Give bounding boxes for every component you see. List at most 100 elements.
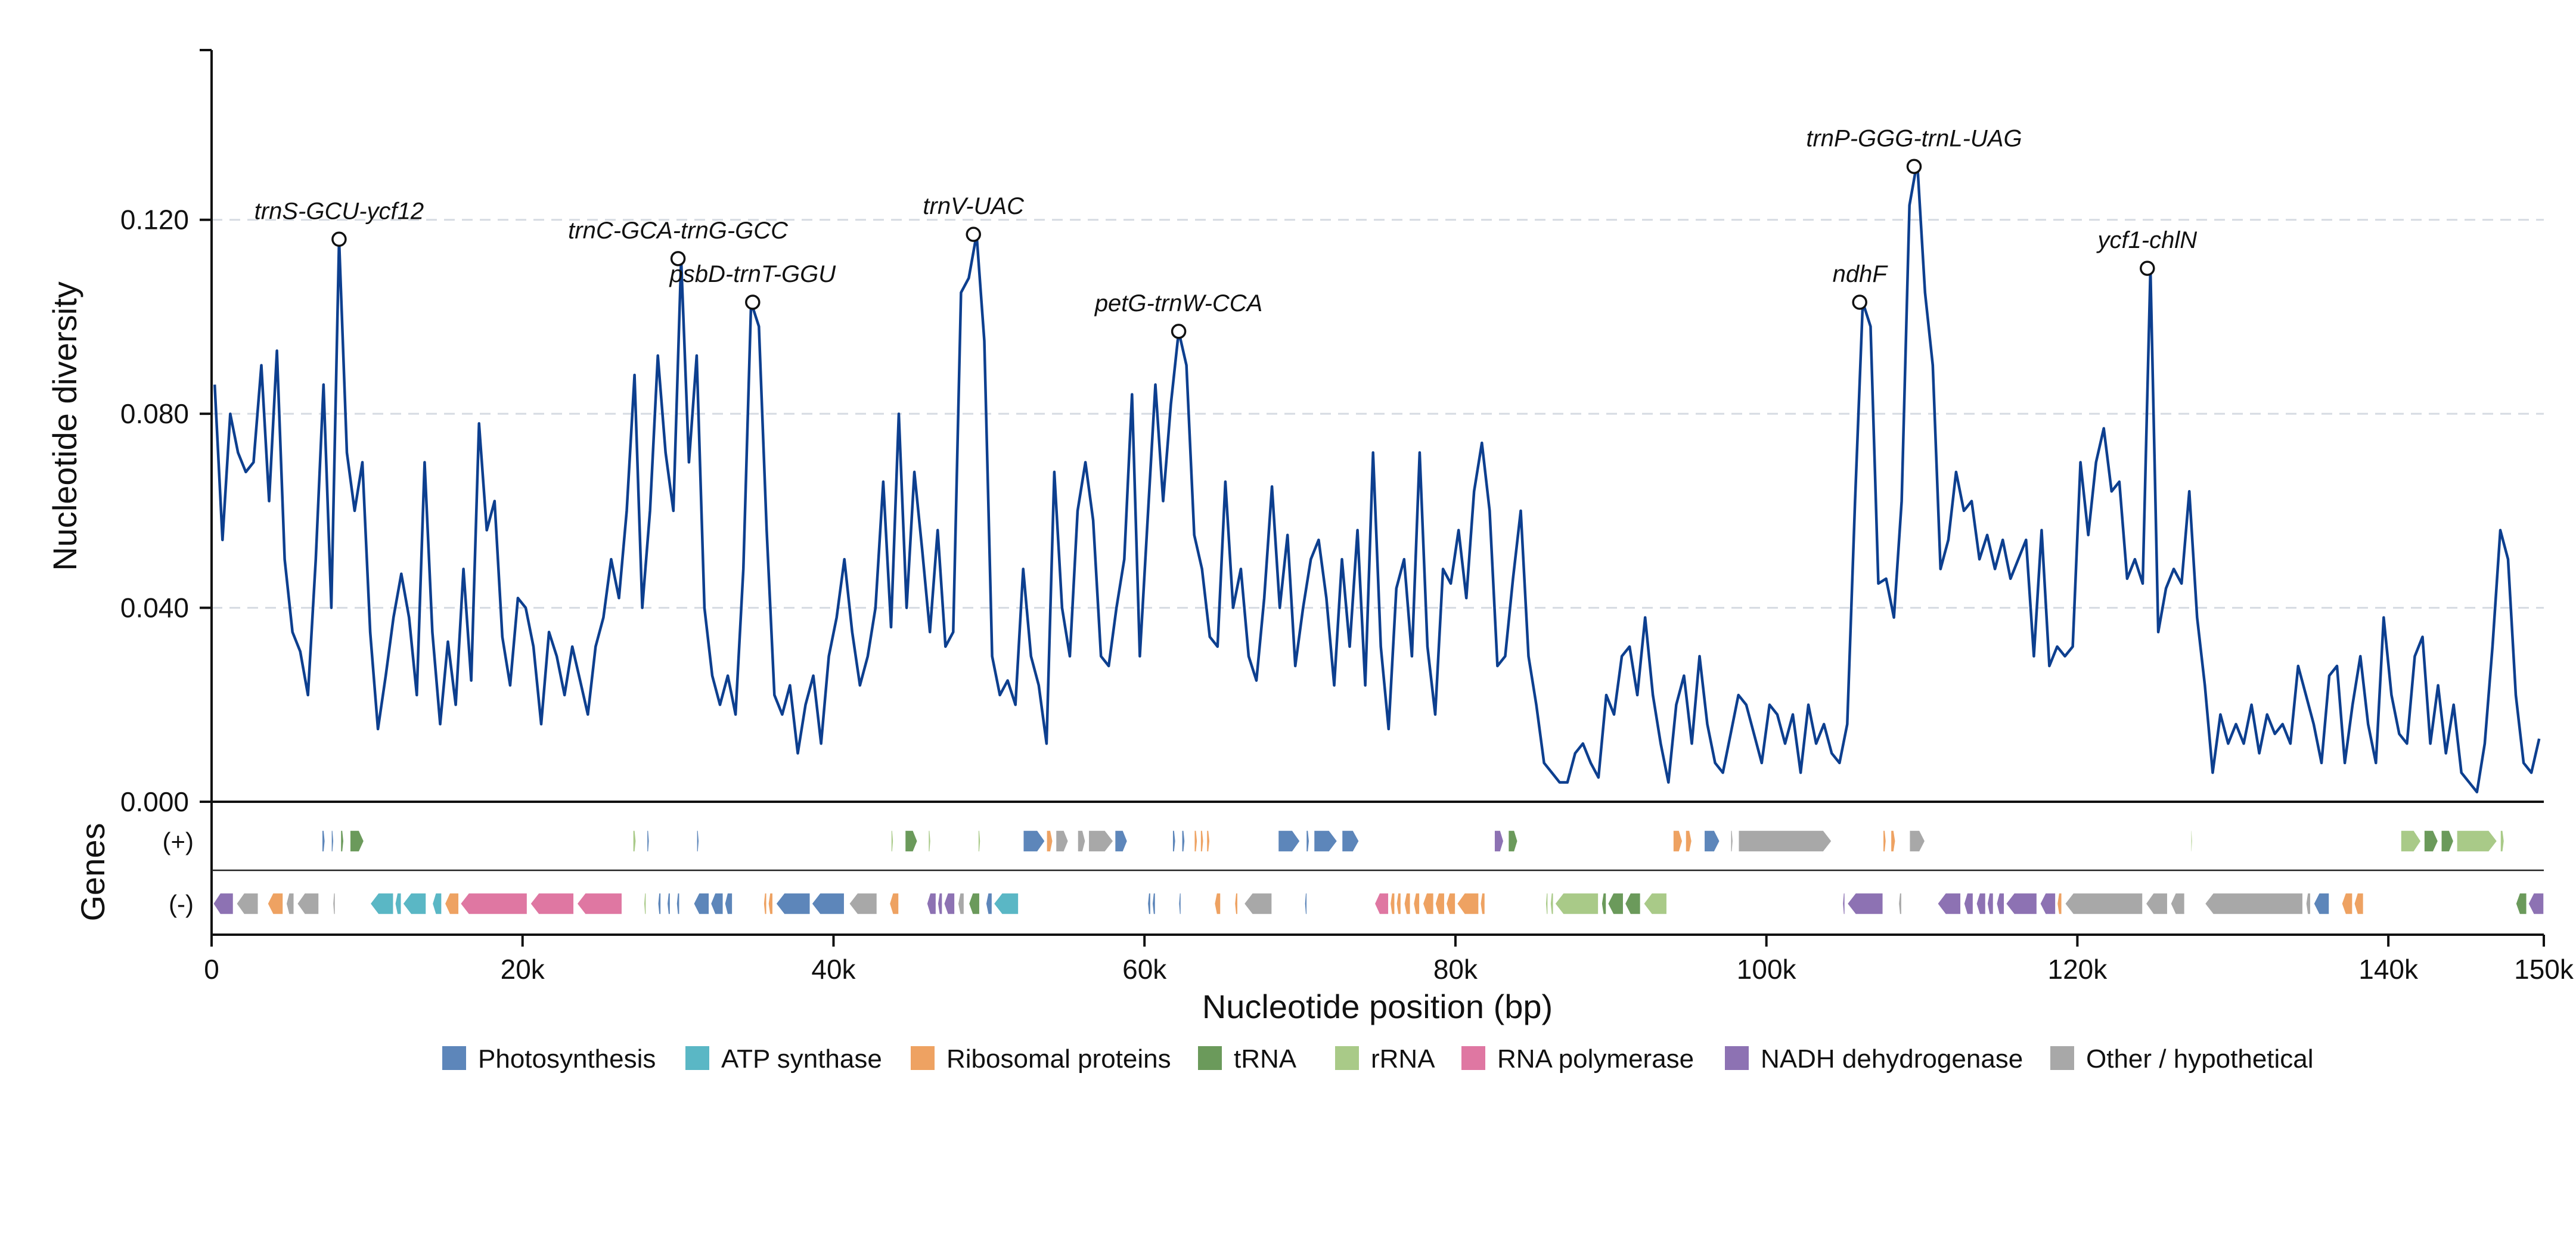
legend-swatch xyxy=(911,1046,935,1070)
gene-block xyxy=(2005,892,2038,915)
gene-block xyxy=(1277,830,1301,852)
gene-block xyxy=(1200,830,1205,852)
gene-block xyxy=(811,892,845,915)
gene-block xyxy=(1022,830,1046,852)
y-axis-title: Nucleotide diversity xyxy=(46,281,83,571)
gene-block xyxy=(1396,892,1402,915)
gene-block xyxy=(1077,830,1086,852)
x-tick-label: 40k xyxy=(811,954,856,985)
legend-label: tRNA xyxy=(1234,1044,1297,1074)
gene-block xyxy=(710,892,724,915)
gene-block xyxy=(321,830,326,852)
gene-block xyxy=(1494,830,1504,852)
y-tick-label: 0.000 xyxy=(120,786,189,817)
gene-block xyxy=(1445,892,1456,915)
gene-block xyxy=(848,892,878,915)
gene-block xyxy=(1114,830,1128,852)
gene-block xyxy=(1456,892,1479,915)
gene-block xyxy=(460,892,528,915)
gene-block xyxy=(1055,830,1069,852)
gene-block xyxy=(1046,830,1054,852)
gene-block xyxy=(1624,892,1641,915)
gene-block xyxy=(943,892,955,915)
gene-block xyxy=(1479,892,1486,915)
genes-track-title: Genes xyxy=(74,823,111,922)
gene-block xyxy=(1882,830,1887,852)
gene-block xyxy=(775,892,811,915)
gene-block xyxy=(1305,830,1310,852)
gene-block xyxy=(957,892,965,915)
gene-block xyxy=(576,892,623,915)
gene-block xyxy=(2305,892,2311,915)
gene-block xyxy=(2039,892,2056,915)
gene-block xyxy=(1181,830,1185,852)
peak-label: ycf1-chlN xyxy=(2096,227,2197,253)
gene-block xyxy=(1389,892,1395,915)
gene-block xyxy=(890,830,894,852)
y-tick-label: 0.120 xyxy=(120,204,189,235)
peak-label: trnP-GGG-trnL-UAG xyxy=(1806,125,2022,151)
gene-block xyxy=(1193,830,1198,852)
peak-marker xyxy=(966,227,981,242)
gene-block xyxy=(2441,830,2454,852)
peak-annotations: trnS-GCU-ycf12 trnC-GCA-trnG-GCC psbD-trnT… xyxy=(255,125,2197,339)
gene-block xyxy=(212,892,234,915)
legend-swatch xyxy=(1461,1046,1485,1070)
x-tick-label: 0 xyxy=(204,954,219,985)
x-tick-label: 80k xyxy=(1433,954,1478,985)
gene-block xyxy=(296,892,319,915)
gene-block xyxy=(432,892,442,915)
peak-marker xyxy=(1171,324,1187,339)
gene-block xyxy=(1213,892,1221,915)
gene-block xyxy=(2064,892,2143,915)
gene-block xyxy=(643,892,647,915)
gene-block xyxy=(1422,892,1435,915)
legend-label: Ribosomal proteins xyxy=(946,1044,1171,1074)
gene-block xyxy=(1507,830,1519,852)
gene-block xyxy=(370,892,394,915)
gene-block xyxy=(2528,892,2544,915)
gene-block xyxy=(632,830,637,852)
gene-block xyxy=(768,892,774,915)
diversity-line xyxy=(213,160,2541,793)
y-tick-label: 0.080 xyxy=(120,398,189,429)
gene-block xyxy=(696,830,700,852)
gene-block xyxy=(332,892,336,915)
gene-block xyxy=(1234,892,1239,915)
gene-block xyxy=(1088,830,1114,852)
gene-block xyxy=(1341,830,1360,852)
gene-block xyxy=(285,892,295,915)
gene-block xyxy=(1607,892,1624,915)
axes: 0.000 0.040 0.080 0.120 xyxy=(120,49,2544,817)
gene-block xyxy=(2500,830,2505,852)
legend-swatch xyxy=(1725,1046,1749,1070)
x-tick-label: 60k xyxy=(1122,954,1167,985)
gene-block xyxy=(693,892,710,915)
peak-marker xyxy=(331,231,347,247)
gene-block xyxy=(926,892,937,915)
gene-block xyxy=(1554,892,1599,915)
x-tick-label: 100k xyxy=(1737,954,1797,985)
legend: Photosynthesis ATP synthase Ribosomal prot… xyxy=(442,1044,2314,1074)
strand-label: (-) xyxy=(169,890,194,918)
gene-block xyxy=(340,830,344,852)
peak-label: trnV-UAC xyxy=(923,193,1025,219)
diversity-plot xyxy=(213,160,2541,793)
gene-block xyxy=(904,830,918,852)
gene-block xyxy=(927,830,932,852)
legend-swatch xyxy=(685,1046,709,1070)
gene-block xyxy=(977,830,981,852)
gene-block xyxy=(1987,892,1994,915)
gene-block xyxy=(2313,892,2330,915)
peak-label: trnS-GCU-ycf12 xyxy=(255,198,424,224)
gene-block xyxy=(1413,892,1420,915)
x-tick-label: 20k xyxy=(501,954,545,985)
gene-block xyxy=(889,892,899,915)
gene-block xyxy=(1898,892,1902,915)
gene-block xyxy=(395,892,402,915)
legend-swatch xyxy=(1198,1046,1222,1070)
peak-label: ndhF xyxy=(1833,261,1889,287)
gene-block xyxy=(1374,892,1389,915)
gene-block xyxy=(657,892,662,915)
gene-block xyxy=(2353,892,2364,915)
